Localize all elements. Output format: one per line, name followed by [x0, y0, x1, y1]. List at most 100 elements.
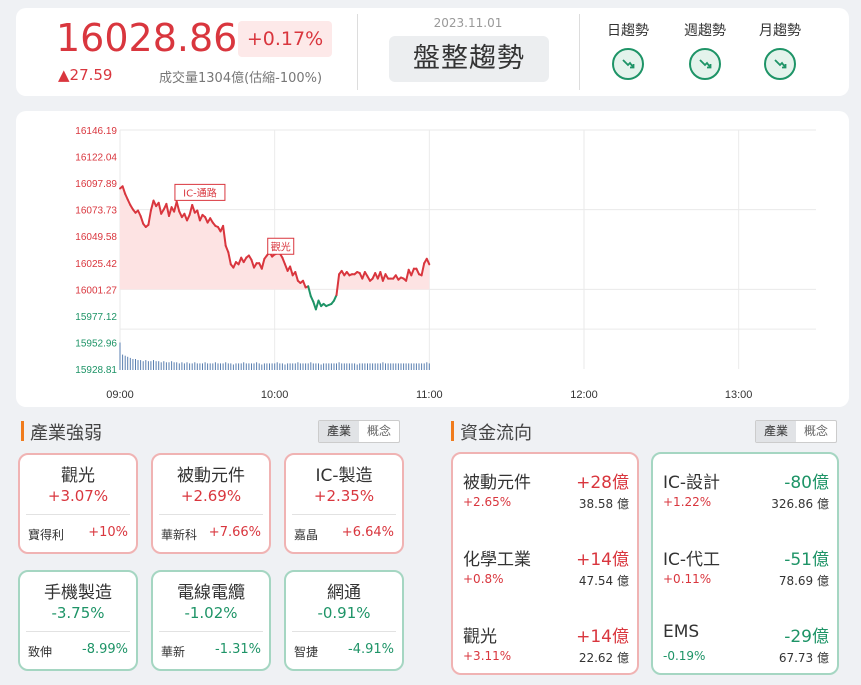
price-line-segment: [227, 251, 232, 266]
flow-row[interactable]: 觀光 +14億 +3.11% 22.62 億: [453, 622, 637, 685]
trend-down-icon: [612, 48, 644, 80]
flow-change-percent: +0.11%: [663, 572, 712, 586]
money-flow-title: 資金流向: [460, 423, 532, 444]
volume-bar: [251, 363, 252, 370]
volume-bar: [348, 363, 350, 370]
volume-bar: [183, 363, 185, 370]
volume-bar: [142, 361, 144, 370]
flow-row[interactable]: IC-代工 -51億 +0.11% 78.69 億: [653, 545, 837, 615]
volume-bar: [354, 363, 356, 370]
volume-bar: [171, 361, 173, 370]
industry-card[interactable]: 電線電纜 -1.02% 華新 -1.31%: [151, 570, 271, 671]
change-points: ▲27.59: [58, 66, 113, 84]
daily-trend-label: 日趨勢: [607, 23, 649, 39]
flow-row[interactable]: 被動元件 +28億 +2.65% 38.58 億: [453, 468, 637, 538]
price-line-segment: [149, 199, 155, 212]
industry-card[interactable]: 被動元件 +2.69% 華新科 +7.66%: [151, 453, 271, 554]
toggle-industry[interactable]: 產業: [756, 421, 796, 442]
volume-bar: [127, 356, 129, 370]
flow-amount: +14億: [576, 627, 629, 647]
price-line-segment: [224, 244, 230, 254]
industry-name: 網通: [327, 583, 361, 603]
divider: [579, 14, 580, 90]
volume-bar: [176, 362, 178, 370]
industry-strength-header: 產業強弱: [21, 419, 221, 444]
volume-bar: [338, 362, 340, 370]
flow-total-value: 67.73 億: [778, 651, 829, 665]
volume-bar: [289, 363, 291, 370]
volume-bar: [297, 362, 299, 370]
divider: [292, 631, 396, 632]
volume-bar: [173, 362, 175, 370]
industry-change: -1.02%: [184, 604, 238, 622]
volume-bar: [222, 363, 224, 370]
toggle-concept[interactable]: 概念: [366, 424, 391, 438]
volume-bar: [269, 363, 270, 370]
intraday-chart[interactable]: 16146.19 16122.04 16097.89 16073.73 16049.58…: [16, 111, 849, 407]
volume-bar: [294, 363, 296, 370]
flow-amount: +28億: [576, 473, 629, 493]
volume-bar: [315, 363, 317, 370]
volume-bar: [382, 362, 384, 370]
price-line-segment: [425, 257, 431, 266]
toggle-industry[interactable]: 產業: [319, 421, 359, 442]
leading-stock-change: +6.64%: [341, 525, 394, 540]
volume-bar: [403, 363, 405, 370]
leading-stock-change: -8.99%: [82, 642, 128, 657]
volume-bar: [343, 363, 345, 370]
price-line-segment: [309, 295, 315, 303]
divider: [292, 514, 396, 515]
volume-bar: [299, 363, 301, 370]
flow-change-percent: -0.19%: [663, 649, 706, 663]
volume-bar: [135, 359, 136, 370]
flow-industry-name: EMS: [663, 622, 700, 642]
industry-card[interactable]: 網通 -0.91% 智捷 -4.91%: [284, 570, 404, 671]
flow-row[interactable]: IC-設計 -80億 +1.22% 326.86 億: [653, 468, 837, 538]
leading-stock-name: 嘉晶: [294, 528, 319, 542]
volume-bar: [147, 361, 149, 370]
volume-bar: [238, 363, 240, 370]
flow-amount: -51億: [784, 550, 829, 570]
monthly-trend[interactable]: 月趨勢: [750, 20, 810, 80]
volume-bar: [225, 362, 227, 370]
y-tick-label: 15952.96: [75, 338, 117, 349]
leading-stock-change: +7.66%: [208, 525, 261, 540]
volume-bar: [387, 363, 389, 370]
leading-stock-name: 華新: [161, 645, 186, 659]
volume-bar: [392, 363, 394, 370]
price-line-segment: [139, 215, 145, 225]
volume-bar: [248, 363, 250, 370]
flow-row[interactable]: EMS -29億 -0.19% 67.73 億: [653, 622, 837, 685]
flow-row[interactable]: 化學工業 +14億 +0.8% 47.54 億: [453, 545, 637, 615]
price-line-segment: [196, 209, 201, 222]
industry-card[interactable]: 觀光 +3.07% 寶得利 +10%: [18, 453, 138, 554]
intraday-chart-card: 16146.19 16122.04 16097.89 16073.73 16049.58…: [16, 111, 849, 407]
volume-bar: [165, 362, 167, 370]
volume-bar: [181, 362, 183, 370]
volume-bar: [150, 361, 152, 370]
volume-bar: [281, 363, 283, 370]
industry-card[interactable]: 手機製造 -3.75% 致伸 -8.99%: [18, 570, 138, 671]
volume-bar: [186, 362, 188, 370]
volume-bar: [196, 363, 198, 370]
price-line-segment: [294, 271, 299, 282]
volume-bar: [245, 363, 247, 370]
divider: [357, 14, 358, 90]
volume-bar: [253, 363, 255, 370]
y-tick-label: 16049.58: [75, 232, 117, 243]
divider: [26, 514, 130, 515]
volume-bar: [163, 361, 165, 370]
volume-bar: [207, 363, 209, 370]
volume-bar: [330, 363, 332, 370]
volume-bar: [235, 363, 237, 370]
volume-bar: [325, 363, 327, 370]
volume-bar: [385, 363, 386, 370]
volume-bar: [333, 363, 335, 370]
toggle-concept[interactable]: 概念: [803, 424, 828, 438]
leading-stock-name: 華新科: [161, 528, 198, 542]
volume-bar: [323, 363, 325, 370]
weekly-trend[interactable]: 週趨勢: [675, 20, 735, 80]
price-line-segment: [260, 257, 266, 270]
daily-trend[interactable]: 日趨勢: [598, 20, 658, 80]
industry-card[interactable]: IC-製造 +2.35% 嘉晶 +6.64%: [284, 453, 404, 554]
